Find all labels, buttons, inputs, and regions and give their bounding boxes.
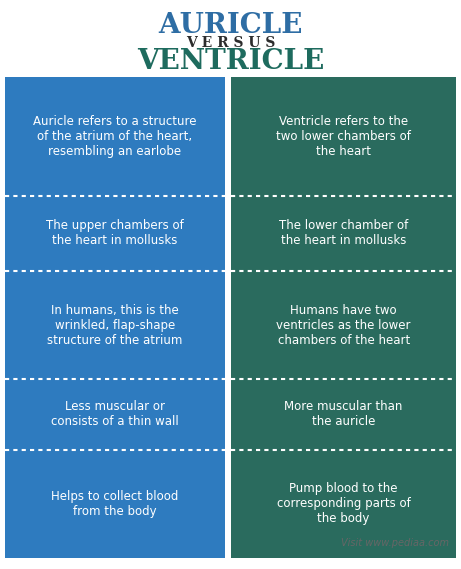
Text: Pump blood to the
corresponding parts of
the body: Pump blood to the corresponding parts of… — [277, 482, 411, 525]
Bar — [231, 450, 456, 558]
Text: Humans have two
ventricles as the lower
chambers of the heart: Humans have two ventricles as the lower … — [277, 304, 411, 347]
Text: In humans, this is the
wrinkled, flap-shape
structure of the atrium: In humans, this is the wrinkled, flap-sh… — [47, 304, 183, 347]
Text: More muscular than
the auricle: More muscular than the auricle — [284, 401, 403, 428]
Bar — [5, 450, 225, 558]
Bar — [5, 196, 225, 271]
Text: Auricle refers to a structure
of the atrium of the heart,
resembling an earlobe: Auricle refers to a structure of the atr… — [33, 115, 197, 158]
Text: Visit www.pediaa.com: Visit www.pediaa.com — [342, 538, 449, 549]
Text: Ventricle refers to the
two lower chambers of
the heart: Ventricle refers to the two lower chambe… — [276, 115, 411, 158]
Text: VENTRICLE: VENTRICLE — [137, 48, 324, 75]
Bar — [5, 380, 225, 450]
Bar — [5, 271, 225, 380]
Bar — [231, 380, 456, 450]
Text: The lower chamber of
the heart in mollusks: The lower chamber of the heart in mollus… — [279, 220, 408, 248]
Text: The upper chambers of
the heart in mollusks: The upper chambers of the heart in mollu… — [46, 220, 184, 248]
Text: AURICLE: AURICLE — [158, 12, 303, 39]
Text: Less muscular or
consists of a thin wall: Less muscular or consists of a thin wall — [51, 401, 179, 428]
Text: V E R S U S: V E R S U S — [186, 36, 275, 50]
Bar — [231, 196, 456, 271]
Bar — [231, 271, 456, 380]
Bar — [231, 77, 456, 196]
Bar — [5, 77, 225, 196]
Text: Helps to collect blood
from the body: Helps to collect blood from the body — [51, 489, 179, 518]
